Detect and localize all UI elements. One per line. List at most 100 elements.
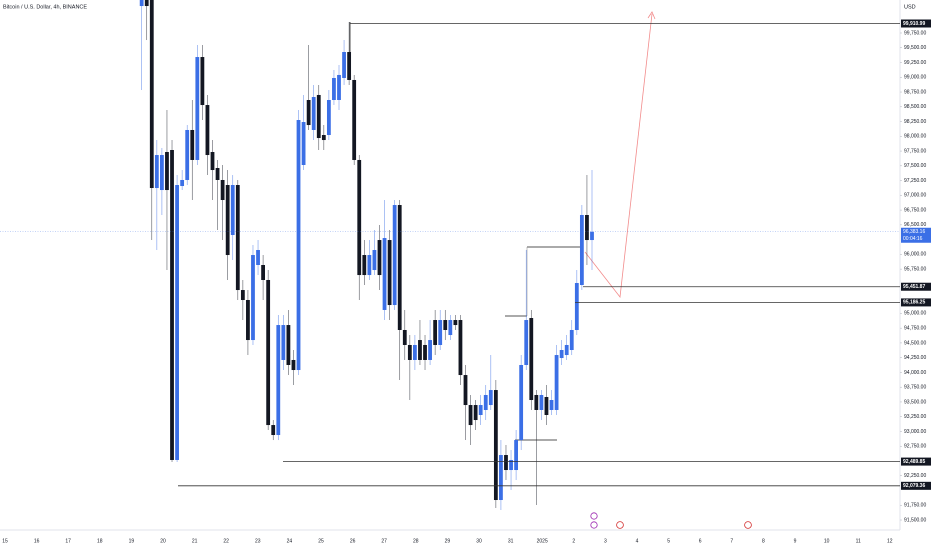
candle-body [240, 290, 245, 301]
candle-body [509, 459, 513, 471]
axis-unit: USD [904, 4, 916, 10]
candle-body [144, 0, 149, 7]
y-tick-label: 96,500.00 [904, 222, 926, 228]
event-flag[interactable] [744, 521, 752, 529]
candle-body [413, 344, 417, 360]
candle-body [585, 214, 589, 241]
candle-body [316, 94, 321, 139]
y-tick-label: 94,750.00 [904, 325, 926, 331]
last-price-box [901, 227, 931, 243]
candle-body [154, 155, 159, 189]
candle-body [407, 344, 412, 360]
event-flag[interactable] [616, 521, 624, 529]
candle-body [251, 255, 255, 341]
candle-body [504, 455, 508, 471]
candle-body [574, 283, 579, 330]
y-tick-label: 91,500.00 [904, 517, 926, 523]
y-tick-label: 95,750.00 [904, 266, 926, 272]
x-tick-label: 18 [97, 538, 103, 544]
x-tick-label: 8 [762, 538, 765, 544]
candle-body [347, 52, 352, 80]
arrow-head [647, 11, 656, 20]
candle-body [493, 390, 498, 501]
candle-body [190, 129, 195, 160]
y-tick-label: 98,000.00 [904, 134, 926, 140]
x-tick-label: 3 [604, 538, 607, 544]
countdown-label: 00:04:16 [903, 236, 923, 242]
candle-body [402, 329, 407, 345]
candle-body [397, 205, 402, 330]
candle-body [220, 179, 225, 201]
x-tick-label: 25 [318, 538, 324, 544]
event-icon[interactable] [590, 512, 598, 520]
candle-body [554, 355, 559, 410]
y-tick-label: 93,250.00 [904, 414, 926, 420]
y-tick-label: 93,000.00 [904, 429, 926, 435]
candle-body [139, 0, 144, 7]
x-tick-label: 31 [508, 538, 514, 544]
candle-body [291, 359, 296, 371]
plot-area [0, 0, 900, 510]
x-tick-label: 30 [476, 538, 482, 544]
candle-body [246, 300, 250, 341]
projection-arrow [584, 13, 653, 299]
y-tick-label: 98,750.00 [904, 89, 926, 95]
y-tick-label: 93,500.00 [904, 399, 926, 405]
candle-body [321, 135, 326, 141]
y-tick-label: 99,250.00 [904, 60, 926, 66]
x-tick-label: 11 [856, 538, 861, 544]
level-label: 95,451.87 [903, 284, 925, 290]
level-label: 95,186.25 [903, 300, 925, 306]
level-label-box [901, 481, 931, 490]
y-tick-label: 92,750.00 [904, 444, 926, 450]
candle-body [306, 100, 311, 126]
candle-body [529, 318, 534, 401]
x-tick-label: 9 [794, 538, 797, 544]
candle-body [483, 394, 488, 410]
candle-body [448, 320, 453, 336]
y-tick-label: 97,000.00 [904, 193, 926, 199]
chart-title: Bitcoin / U.S. Dollar, 4h, BINANCE [3, 4, 87, 10]
x-tick-label: 19 [129, 538, 135, 544]
candle-body [478, 405, 483, 416]
x-tick-label: 6 [699, 538, 702, 544]
candle-body [205, 105, 210, 156]
candle-body [296, 120, 301, 371]
candle-body [579, 214, 584, 286]
candle-body [458, 320, 463, 376]
candle-body [443, 320, 448, 330]
candle-body [165, 152, 169, 191]
candle-body [256, 250, 260, 265]
y-tick-label: 97,250.00 [904, 178, 926, 184]
y-tick-label: 99,500.00 [904, 45, 926, 51]
candle-body [473, 405, 478, 421]
candle-body [311, 96, 316, 130]
x-tick-label: 15 [2, 538, 8, 544]
candle-body [423, 344, 427, 360]
candle-body [195, 57, 200, 160]
candle-body [372, 250, 377, 271]
y-tick-label: 99,750.00 [904, 30, 926, 36]
candle-body [185, 129, 190, 180]
candle-body [225, 185, 230, 256]
candle-body [175, 185, 179, 460]
x-tick-label: 29 [445, 538, 451, 544]
x-tick-label: 2025 [537, 538, 548, 544]
candle-body [463, 375, 468, 406]
candle-body [352, 79, 357, 160]
event-icon[interactable] [590, 521, 598, 529]
x-tick-label: 22 [223, 538, 229, 544]
x-tick-label: 27 [381, 538, 387, 544]
candle-body [569, 329, 574, 351]
level-label: 92,489.85 [903, 459, 925, 465]
y-tick-label: 98,500.00 [904, 104, 926, 110]
candle-body [362, 255, 367, 276]
x-tick-label: 28 [413, 538, 419, 544]
candle-body [149, 0, 154, 189]
candle-body [524, 320, 529, 366]
y-tick-label: 92,250.00 [904, 473, 926, 479]
y-tick-label: 96,750.00 [904, 207, 926, 213]
candle-body [514, 440, 518, 471]
candle-body [357, 159, 362, 276]
